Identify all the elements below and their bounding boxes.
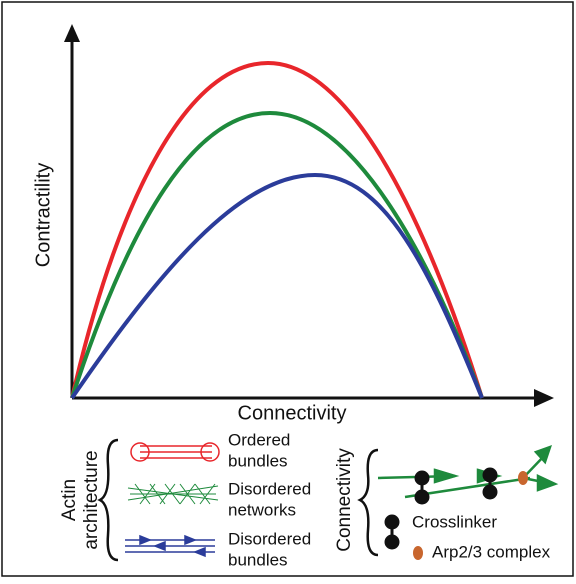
y-arrow (64, 24, 80, 42)
icon-ordered-bundles (130, 442, 220, 462)
legend-label: Ordered (228, 430, 290, 449)
legend-title: Actin (59, 479, 80, 521)
icon-disordered-networks (127, 483, 219, 505)
icon-disordered-bundles (125, 534, 215, 558)
brace (357, 448, 379, 557)
icon-crosslinkers (384, 467, 498, 550)
legend-label: Disordered (228, 529, 311, 548)
curve-disordered-networks (70, 110, 484, 399)
icon-filaments (377, 444, 559, 499)
legend-label: Disordered (228, 479, 311, 498)
legend-label: bundles (228, 451, 288, 470)
legend-title: Connectivity (334, 448, 355, 552)
brace (97, 438, 119, 562)
icon-arp23 (413, 546, 423, 560)
x-axis-label: Connectivity (238, 402, 347, 424)
legend-label: Arp2/3 complex (432, 542, 551, 561)
legend-title: architecture (81, 450, 102, 549)
y-axis-label: Contractility (32, 163, 54, 267)
curve-ordered-bundles (70, 60, 484, 399)
x-arrow (534, 389, 554, 407)
legend-label: networks (228, 500, 296, 519)
legend-label: Crosslinker (412, 512, 497, 531)
curve-disordered-bundles (70, 172, 484, 400)
icon-arp23 (518, 471, 528, 485)
legend-label: bundles (228, 550, 288, 569)
